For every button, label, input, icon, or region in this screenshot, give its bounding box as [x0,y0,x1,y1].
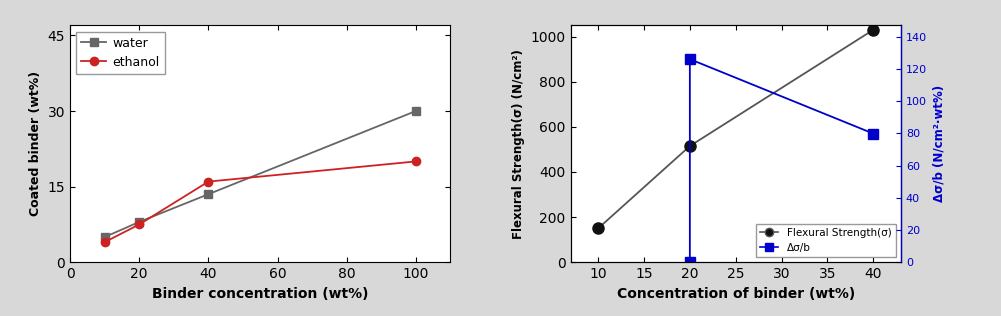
X-axis label: Concentration of binder (wt%): Concentration of binder (wt%) [617,287,855,301]
Δσ/b [684,260,696,264]
Flexural Strength(σ) [684,144,696,148]
Y-axis label: Flexural Strength(σ) (N/cm²): Flexural Strength(σ) (N/cm²) [513,49,526,239]
Line: water: water [100,107,420,241]
Line: Δσ/b: Δσ/b [685,54,878,267]
Legend: water, ethanol: water, ethanol [76,32,165,74]
Δσ/b [867,132,879,136]
Flexural Strength(σ) [867,28,879,32]
Line: ethanol: ethanol [100,157,420,246]
water [409,109,421,113]
Legend: Flexural Strength(σ), Δσ/b: Flexural Strength(σ), Δσ/b [756,223,896,257]
ethanol [409,160,421,163]
X-axis label: Binder concentration (wt%): Binder concentration (wt%) [152,287,368,301]
Flexural Strength(σ) [592,227,604,230]
Y-axis label: Δσ/b (N/cm²·wt%): Δσ/b (N/cm²·wt%) [933,85,945,202]
ethanol [133,222,145,226]
water [202,192,214,196]
ethanol [202,180,214,184]
Line: Flexural Strength(σ): Flexural Strength(σ) [593,24,879,234]
Δσ/b [684,57,696,61]
Y-axis label: Coated binder (wt%): Coated binder (wt%) [29,71,42,216]
water [133,220,145,224]
ethanol [99,240,111,244]
water [99,235,111,239]
